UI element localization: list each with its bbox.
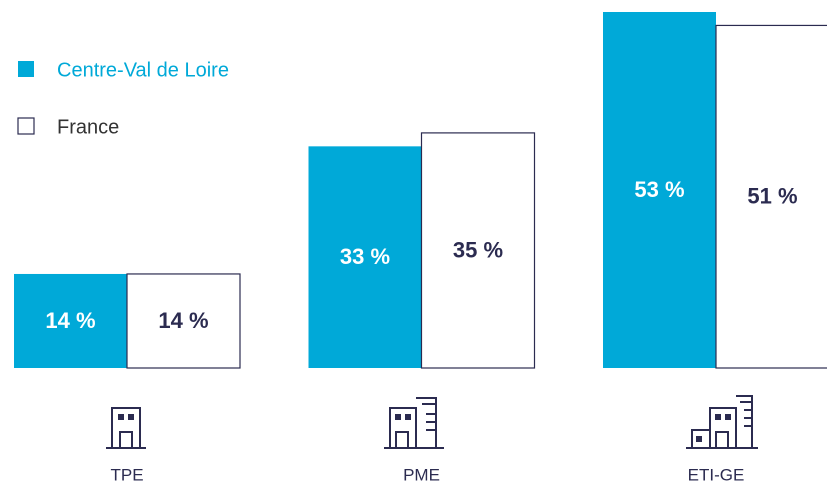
value-label: 35 %: [453, 237, 503, 262]
icon-tpe: [106, 407, 146, 449]
icon-eti-ge: [686, 395, 758, 449]
icon-pme: [384, 397, 444, 449]
bar: [715, 24, 827, 369]
legend-label: France: [57, 116, 119, 138]
category-label: PME: [403, 465, 440, 484]
legend-swatch: [18, 61, 34, 77]
value-label: 14 %: [45, 308, 95, 333]
bar: [603, 12, 716, 368]
category-label: TPE: [110, 465, 143, 484]
legend-label: Centre-Val de Loire: [57, 59, 229, 81]
bar: [308, 146, 422, 368]
category-label: ETI-GE: [688, 465, 745, 484]
value-label: 51 %: [747, 184, 797, 209]
bar: [14, 273, 127, 368]
value-label: 33 %: [340, 244, 390, 269]
bar: [420, 132, 536, 369]
value-label: 53 %: [634, 177, 684, 202]
value-label: 14 %: [158, 308, 208, 333]
bar: [126, 273, 241, 369]
legend-swatch: [17, 117, 35, 135]
